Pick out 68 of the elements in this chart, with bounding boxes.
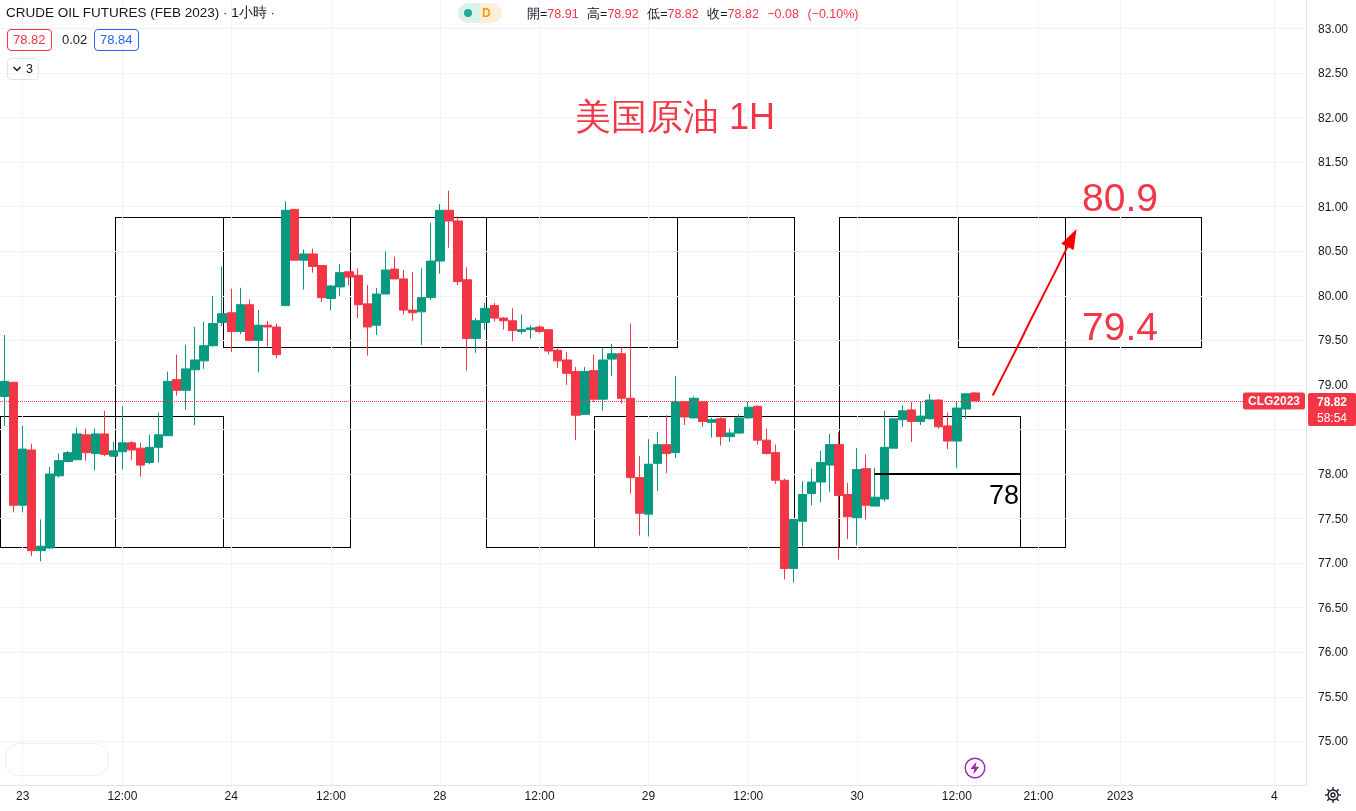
candlestick bbox=[689, 396, 699, 419]
candlestick bbox=[227, 288, 236, 353]
candlestick bbox=[245, 298, 254, 342]
y-tick-label: 75.50 bbox=[1318, 689, 1349, 704]
y-tick-label: 81.50 bbox=[1318, 155, 1349, 170]
x-tick-label: 4 bbox=[1270, 789, 1278, 803]
y-tick-label: 78.00 bbox=[1318, 467, 1349, 482]
y-tick-label: 79.00 bbox=[1318, 377, 1349, 392]
y-tick-label: 79.50 bbox=[1318, 333, 1349, 348]
x-tick-label: 28 bbox=[433, 789, 447, 803]
y-tick-label: 75.00 bbox=[1318, 734, 1349, 749]
candlestick bbox=[18, 425, 27, 513]
candlestick bbox=[281, 200, 290, 307]
y-tick-label: 82.50 bbox=[1318, 66, 1349, 81]
candlestick bbox=[172, 354, 182, 397]
y-tick-label: 83.00 bbox=[1318, 21, 1349, 36]
candlestick bbox=[91, 428, 100, 471]
candlestick bbox=[27, 443, 36, 557]
candlestick bbox=[254, 309, 263, 373]
chart-title: CRUDE OIL FUTURES (FEB 2023) · 1小時 · bbox=[6, 4, 276, 22]
y-tick-label: 80.50 bbox=[1318, 244, 1349, 259]
x-tick-label: 21:00 bbox=[1023, 789, 1054, 803]
candlestick bbox=[644, 438, 653, 537]
annotation: 3 bbox=[26, 61, 33, 77]
y-tick-label: 76.50 bbox=[1318, 600, 1349, 615]
y-tick-label: 77.00 bbox=[1318, 556, 1349, 571]
x-tick-label: 12:00 bbox=[524, 789, 555, 803]
annotation: 78.84 bbox=[94, 29, 139, 51]
annotation: 美国原油 1H bbox=[574, 95, 776, 139]
x-tick-label: 29 bbox=[641, 789, 656, 803]
annotation: 80.9 bbox=[1082, 175, 1158, 219]
y-tick-label: 80.00 bbox=[1318, 288, 1349, 303]
annotation: 78.82 bbox=[667, 7, 699, 21]
candlestick bbox=[662, 414, 671, 474]
candlestick bbox=[81, 428, 91, 462]
annotation: 0.02 bbox=[62, 31, 88, 49]
x-tick-label: 23 bbox=[15, 789, 30, 803]
candlestick bbox=[100, 410, 109, 457]
candlestick bbox=[653, 431, 662, 492]
text: 58:54 bbox=[1316, 410, 1348, 425]
text: 78.82 bbox=[13, 32, 46, 47]
annotation: D bbox=[482, 6, 491, 20]
candlestick bbox=[716, 415, 726, 447]
x-tick-label: 24 bbox=[224, 789, 239, 803]
x-tick-label: 30 bbox=[850, 789, 865, 803]
text: 78.82 bbox=[1316, 394, 1348, 409]
candlestick bbox=[290, 208, 299, 261]
x-tick-label: 12:00 bbox=[316, 789, 347, 803]
candlestick bbox=[707, 417, 717, 438]
y-tick-label: 77.50 bbox=[1318, 511, 1349, 526]
ref-line-label: CLG2023 bbox=[1247, 393, 1301, 408]
candlestick bbox=[671, 375, 680, 459]
candlestick bbox=[236, 287, 245, 335]
candlestick bbox=[580, 366, 590, 415]
x-tick-label: 12:00 bbox=[107, 789, 138, 803]
candlestick bbox=[861, 453, 871, 520]
x-tick-label: 2023 bbox=[1106, 789, 1134, 803]
candlestick bbox=[0, 334, 9, 427]
x-tick-label: 12:00 bbox=[733, 789, 764, 803]
annotation: 78 bbox=[988, 480, 1020, 510]
y-tick-label: 81.00 bbox=[1318, 199, 1349, 214]
candlestick bbox=[852, 447, 862, 546]
candlestick bbox=[299, 248, 309, 291]
candlestick bbox=[907, 401, 916, 443]
annotation: 79.4 bbox=[1082, 304, 1158, 348]
y-tick-label: 82.00 bbox=[1318, 110, 1349, 125]
x-tick-label: 12:00 bbox=[941, 789, 973, 803]
y-tick-label: 76.00 bbox=[1318, 645, 1349, 660]
